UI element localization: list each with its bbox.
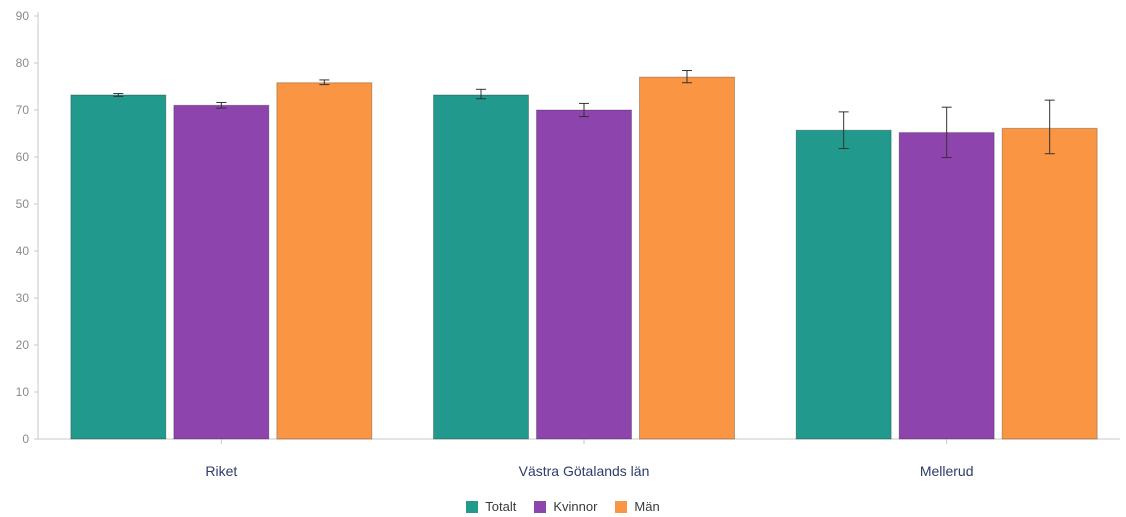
legend-swatch <box>615 500 628 513</box>
legend-label: Totalt <box>485 499 517 514</box>
chart-bars <box>70 76 1098 440</box>
bar-män-2 <box>1001 127 1098 440</box>
bar-kvinnor-2 <box>898 132 995 440</box>
y-tick-label: 10 <box>16 385 30 399</box>
chart-legend: Totalt Kvinnor Män <box>0 499 1126 514</box>
bar-totalt-0 <box>70 94 167 440</box>
bar-totalt-2 <box>795 129 892 440</box>
y-tick-label: 50 <box>16 197 30 211</box>
y-tick-label: 90 <box>16 9 30 23</box>
legend-item[interactable]: Totalt <box>466 499 516 514</box>
legend-label: Män <box>634 499 660 514</box>
y-tick-label: 60 <box>16 150 30 164</box>
chart-labels: 0 10 20 30 40 50 60 70 80 90 Riket Västra Götalands… <box>16 9 974 479</box>
bar-kvinnor-0 <box>173 104 270 440</box>
y-tick-label: 80 <box>16 56 30 70</box>
y-tick-label: 20 <box>16 338 30 352</box>
y-tick-label: 40 <box>16 244 30 258</box>
legend-item[interactable]: Kvinnor <box>534 499 597 514</box>
x-category-label: Mellerud <box>920 463 974 479</box>
x-category-label: Västra Götalands län <box>519 463 650 479</box>
y-tick-label: 30 <box>16 291 30 305</box>
y-tick-label: 70 <box>16 103 30 117</box>
bar-män-1 <box>639 76 735 440</box>
bar-kvinnor-1 <box>536 109 632 440</box>
legend-swatch <box>466 500 479 513</box>
bar-totalt-1 <box>433 94 529 440</box>
legend-label: Kvinnor <box>553 499 598 514</box>
y-tick-label: 0 <box>22 432 29 446</box>
x-category-label: Riket <box>205 463 237 479</box>
legend-item[interactable]: Män <box>615 499 660 514</box>
bar-män-0 <box>276 82 373 440</box>
legend-swatch <box>534 500 547 513</box>
chart-error-bars <box>113 70 1055 158</box>
